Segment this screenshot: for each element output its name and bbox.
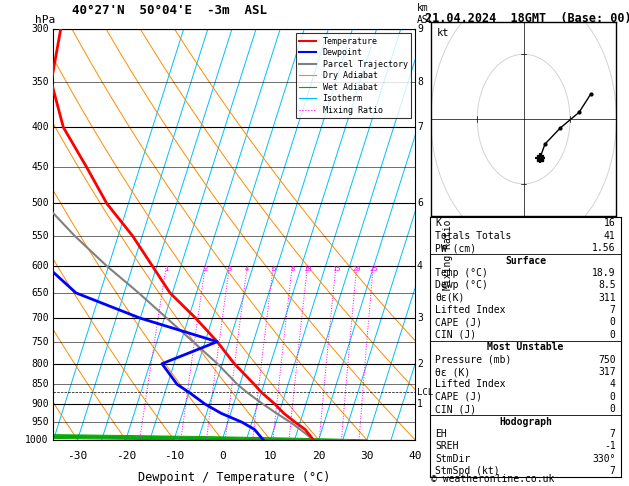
Text: 7: 7 [610,305,616,315]
Text: 6: 6 [417,198,423,208]
Text: 16: 16 [604,218,616,228]
Text: Pressure (mb): Pressure (mb) [435,355,512,364]
Text: 4: 4 [610,380,616,389]
Text: SREH: SREH [435,441,459,451]
Text: 21.04.2024  18GMT  (Base: 00): 21.04.2024 18GMT (Base: 00) [425,12,629,25]
Text: 8.5: 8.5 [598,280,616,290]
Text: 4: 4 [417,260,423,271]
Text: kt: kt [437,28,449,38]
Text: 6: 6 [271,265,276,272]
Text: 400: 400 [31,122,49,132]
Text: 4: 4 [245,265,250,272]
Text: Lifted Index: Lifted Index [435,380,506,389]
Text: 7: 7 [610,429,616,439]
Text: 25: 25 [369,265,377,272]
Text: Surface: Surface [505,256,546,265]
Text: CIN (J): CIN (J) [435,330,477,340]
Text: θε (K): θε (K) [435,367,470,377]
Text: © weatheronline.co.uk: © weatheronline.co.uk [431,473,554,484]
Text: 0: 0 [610,404,616,414]
Text: θε(K): θε(K) [435,293,465,303]
Text: -10: -10 [164,451,184,461]
Text: Totals Totals: Totals Totals [435,231,512,241]
Text: 850: 850 [31,380,49,389]
Text: 330°: 330° [592,453,616,464]
Text: 8: 8 [290,265,294,272]
Text: EH: EH [435,429,447,439]
Text: K: K [435,218,441,228]
Text: 311: 311 [598,293,616,303]
Text: 40: 40 [408,451,422,461]
Text: 10: 10 [264,451,277,461]
Text: 3: 3 [417,313,423,323]
Text: 2: 2 [203,265,208,272]
Text: 500: 500 [31,198,49,208]
Text: 900: 900 [31,399,49,409]
Text: CIN (J): CIN (J) [435,404,477,414]
Text: Mixing Ratio (g/kg): Mixing Ratio (g/kg) [443,179,453,290]
Text: 1000: 1000 [25,435,49,445]
Text: 950: 950 [31,417,49,427]
Text: 750: 750 [31,337,49,347]
Text: 2: 2 [417,359,423,369]
Text: 41: 41 [604,231,616,241]
Text: 317: 317 [598,367,616,377]
Text: 0: 0 [219,451,226,461]
Text: StmDir: StmDir [435,453,470,464]
Text: 7: 7 [417,122,423,132]
Text: 9: 9 [417,24,423,34]
Text: CAPE (J): CAPE (J) [435,317,482,328]
Text: 15: 15 [331,265,340,272]
Text: 40°27'N  50°04'E  -3m  ASL: 40°27'N 50°04'E -3m ASL [72,4,267,17]
Text: PW (cm): PW (cm) [435,243,477,253]
Text: Most Unstable: Most Unstable [487,342,564,352]
Text: 600: 600 [31,260,49,271]
Legend: Temperature, Dewpoint, Parcel Trajectory, Dry Adiabat, Wet Adiabat, Isotherm, Mi: Temperature, Dewpoint, Parcel Trajectory… [296,34,411,118]
Text: 18.9: 18.9 [592,268,616,278]
Text: Dewp (°C): Dewp (°C) [435,280,488,290]
Text: 0: 0 [610,330,616,340]
Text: 7: 7 [610,466,616,476]
Text: 800: 800 [31,359,49,369]
Text: hPa: hPa [35,15,55,25]
Text: 1: 1 [417,399,423,409]
Text: 750: 750 [598,355,616,364]
Text: 650: 650 [31,288,49,298]
Text: 1.56: 1.56 [592,243,616,253]
Text: LCL: LCL [417,388,433,397]
Text: 20: 20 [352,265,361,272]
Text: CAPE (J): CAPE (J) [435,392,482,402]
Text: 30: 30 [360,451,374,461]
Text: 450: 450 [31,162,49,173]
Text: Hodograph: Hodograph [499,417,552,427]
Text: 700: 700 [31,313,49,323]
Text: 1: 1 [164,265,169,272]
Text: Lifted Index: Lifted Index [435,305,506,315]
Text: -20: -20 [116,451,136,461]
Text: 10: 10 [303,265,312,272]
Text: -30: -30 [67,451,87,461]
Text: 8: 8 [417,77,423,87]
Text: 300: 300 [31,24,49,34]
Text: 0: 0 [610,317,616,328]
Text: 0: 0 [610,392,616,402]
Text: Temp (°C): Temp (°C) [435,268,488,278]
Text: km
ASL: km ASL [417,3,435,25]
Text: 350: 350 [31,77,49,87]
Text: 550: 550 [31,231,49,241]
Text: -1: -1 [604,441,616,451]
Text: Dewpoint / Temperature (°C): Dewpoint / Temperature (°C) [138,470,330,484]
Text: 20: 20 [312,451,325,461]
Text: 3: 3 [228,265,231,272]
Text: StmSpd (kt): StmSpd (kt) [435,466,500,476]
